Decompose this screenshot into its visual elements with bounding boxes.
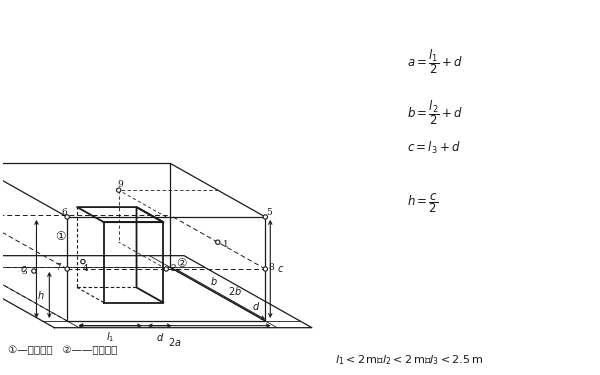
Circle shape [32,269,36,273]
Circle shape [65,215,70,219]
Text: $h=\dfrac{c}{2}$: $h=\dfrac{c}{2}$ [407,191,439,214]
Circle shape [263,267,268,271]
Text: 2: 2 [170,264,176,273]
Text: 1: 1 [223,240,229,249]
Text: $a=\dfrac{l_1}{2}+d$: $a=\dfrac{l_1}{2}+d$ [407,47,463,76]
Text: $c$: $c$ [20,264,28,274]
Text: 3: 3 [21,267,27,276]
Text: $h$: $h$ [37,289,44,301]
Text: $l_1<2\,\rm{m}$，$l_2<2\,\rm{m}$，$l_3<2.5\,\rm{m}$: $l_1<2\,\rm{m}$，$l_2<2\,\rm{m}$，$l_3<2.5… [335,354,483,367]
Circle shape [81,260,85,264]
Circle shape [164,267,169,271]
Text: $d$: $d$ [155,331,164,343]
Text: $c=l_3+d$: $c=l_3+d$ [407,140,461,156]
Circle shape [215,240,220,244]
Text: 6: 6 [61,207,67,216]
Text: $c$: $c$ [277,264,284,274]
Circle shape [65,267,70,271]
Text: $2b$: $2b$ [228,285,242,297]
Text: 5: 5 [266,207,272,216]
Text: ②: ② [176,256,187,270]
Text: ①: ① [55,230,65,243]
Text: 7: 7 [55,264,61,273]
Text: $b$: $b$ [211,275,218,287]
Circle shape [116,188,121,192]
Circle shape [263,215,268,219]
Text: 9: 9 [118,180,124,189]
Text: 8: 8 [268,264,274,273]
Text: $2a$: $2a$ [168,336,181,348]
Text: 4: 4 [83,264,89,273]
Text: $d$: $d$ [252,300,260,312]
Text: $l_1$: $l_1$ [106,331,115,344]
Text: $b=\dfrac{l_2}{2}+d$: $b=\dfrac{l_2}{2}+d$ [407,98,463,127]
Text: ①—发动机侧   ②——发电机侧: ①—发动机侧 ②——发电机侧 [8,345,117,355]
